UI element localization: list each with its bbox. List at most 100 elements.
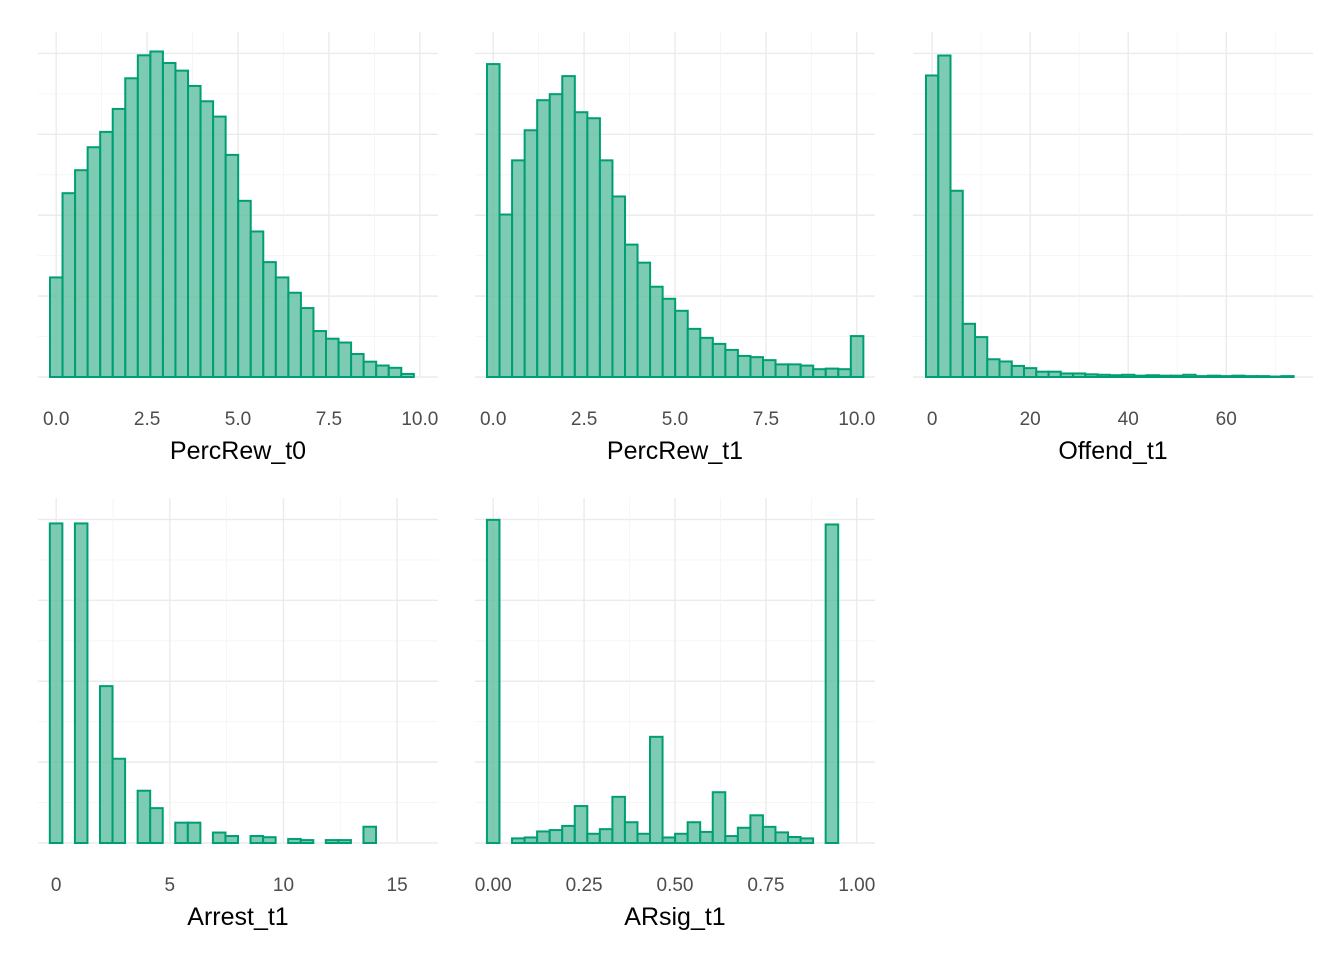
histogram-bar [774,831,790,845]
histogram-bar [1231,374,1246,379]
histogram-bar [287,291,302,378]
x-tick-label: 7.5 [753,409,779,430]
histogram-bar [961,322,977,378]
histogram-bar [837,368,852,379]
histogram-bar [561,824,576,845]
histogram-bar [237,199,252,378]
histogram-bar [586,832,601,845]
histogram-bar [486,63,501,378]
histogram-bar [99,130,114,378]
histogram-bar [274,276,290,379]
histogram-bar [249,835,265,845]
histogram-bar [312,330,328,378]
histogram-bar [350,353,365,379]
histogram-bar [674,832,689,845]
histogram-bar [686,821,702,844]
histogram-bar [611,195,626,378]
histogram-bar [849,335,865,379]
histogram-bar [749,814,764,845]
x-tick-label: 2.5 [571,409,597,430]
x-tick-label: 15 [387,875,408,896]
histogram-bar [1145,374,1160,379]
histogram-bar [73,522,89,844]
x-axis-title: Arrest_t1 [187,903,288,931]
histogram-bar [149,807,164,845]
histogram-bar [787,835,802,845]
histogram-bar [974,336,989,378]
x-axis-title: Offend_t1 [1058,437,1167,465]
x-tick-label: 10.0 [838,409,875,430]
histogram-bar [262,836,277,844]
histogram-bar [523,836,539,844]
histogram-bar [1133,374,1148,379]
histogram-bar [48,522,64,844]
histogram-bar [337,839,352,845]
histogram-bar [686,327,702,379]
histogram-bar [736,826,752,844]
histogram-bar [536,99,551,379]
histogram-bar [136,789,152,845]
x-tick-label: 5 [165,875,176,896]
histogram-bar [362,360,378,379]
histogram-bar [337,341,353,378]
histogram-bar [362,825,378,844]
histogram-bar [161,61,177,379]
histogram-bar [1023,367,1038,379]
histogram-bar [224,835,239,845]
x-tick-label: 10 [273,875,294,896]
histogram-bar [287,837,302,844]
histogram-bar [1096,373,1111,379]
histogram-bar [1035,370,1050,379]
histogram-bar [636,261,652,378]
histogram-bar [812,368,827,379]
histogram-bar [824,523,840,844]
histogram-bar [824,367,840,379]
histogram-bar [86,146,102,378]
histogram-bar [1280,375,1295,379]
histogram-bar [573,111,589,378]
x-tick-label: 0.0 [43,409,69,430]
histogram-bar [949,189,964,378]
histogram-bar [636,832,652,845]
histogram-bar [498,213,514,378]
histogram-bar [799,364,815,378]
histogram-bar [649,285,664,379]
histogram-bar [711,791,727,844]
histogram-bar [212,115,227,378]
x-tick-label: 20 [1020,409,1041,430]
x-tick-label: 0.50 [657,875,694,896]
histogram-bar [749,356,764,379]
histogram-bar [624,243,639,378]
histogram-bar [111,107,127,378]
histogram-bar [711,342,727,379]
histogram-bar [186,821,202,845]
histogram-bar [586,117,601,378]
x-tick-label: 10.0 [401,409,438,430]
x-tick-label: 7.5 [316,409,342,430]
histogram-bar [124,77,139,379]
histogram-bar [924,74,940,378]
histogram-bar [1255,375,1271,379]
histogram-bar [174,821,189,845]
histogram-bar [1206,374,1222,379]
histogram-bar [674,309,689,378]
histogram-bar [561,75,576,378]
histogram-bar [324,839,340,845]
histogram-bar [548,93,564,379]
x-axis-title: PercRew_t0 [170,437,306,465]
x-tick-label: 0.0 [480,409,506,430]
histogram-bar [998,360,1013,378]
histogram-bar [325,337,340,379]
panel-percrew-t0: 0.0 2.5 5.0 7.5 10.0 PercRew_t0 [38,32,438,465]
histogram-bar [111,757,127,844]
histogram-bar [149,50,164,378]
histogram-bar [1010,364,1026,378]
histogram-bar [937,54,952,378]
panel-arrest-t1: 0 5 10 15 Arrest_t1 [38,498,438,931]
histogram-bar [1072,372,1087,379]
histogram-bar [49,276,64,379]
histogram-bar [1219,375,1234,379]
histogram-bar [1059,372,1075,379]
histogram-bar [299,307,315,378]
